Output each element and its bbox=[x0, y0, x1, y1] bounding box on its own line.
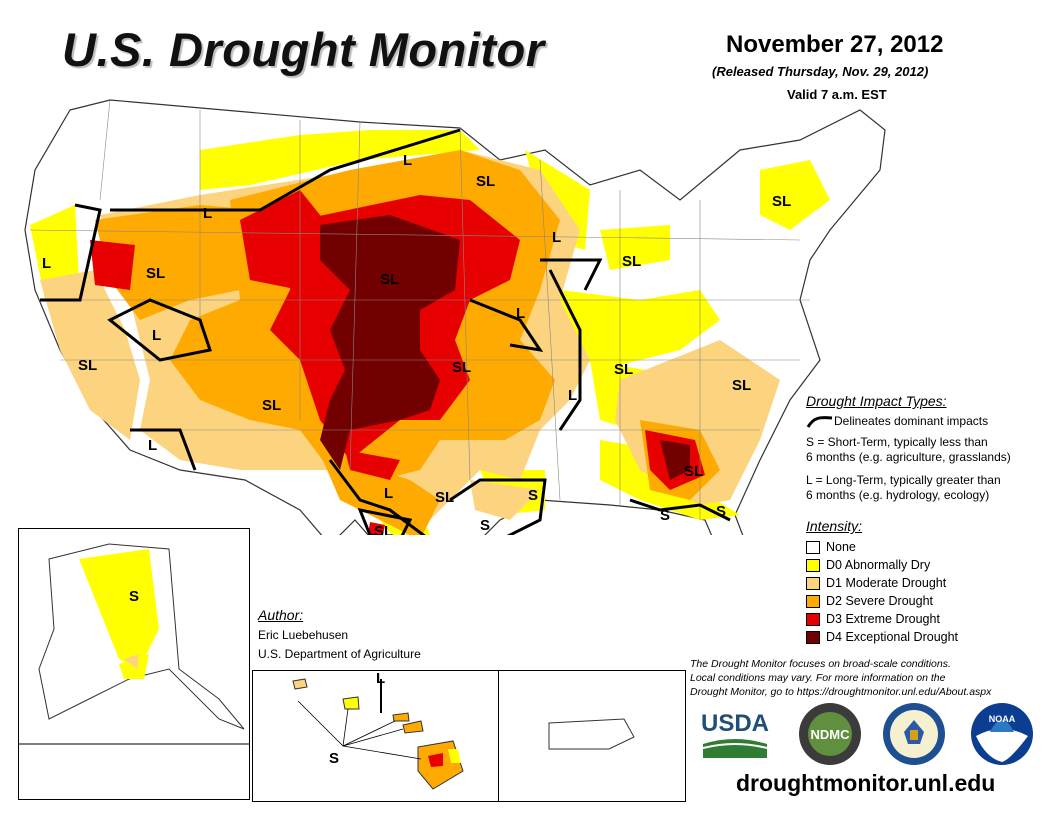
label-l-5: L bbox=[403, 152, 412, 169]
noaa-seal-icon: NOAA bbox=[971, 703, 1033, 765]
disclaimer-note: The Drought Monitor focuses on broad-sca… bbox=[690, 657, 1040, 699]
label-s-24: S bbox=[660, 507, 670, 524]
intensity-legend: Intensity: None D0 Abnormally Dry D1 Moder… bbox=[806, 518, 958, 646]
label-sl-15: SL bbox=[614, 361, 633, 378]
puerto-rico-map bbox=[548, 718, 635, 750]
label-l-22: L bbox=[384, 485, 393, 502]
note-line-2: Local conditions may vary. For more info… bbox=[690, 672, 946, 684]
intensity-label: D2 Severe Drought bbox=[826, 594, 934, 608]
intensity-swatch bbox=[806, 594, 820, 608]
label-sl-13: SL bbox=[772, 193, 791, 210]
usda-wave-icon bbox=[702, 739, 768, 758]
page-title: U.S. Drought Monitor bbox=[62, 23, 545, 76]
conus-drought-map: L SL L SL L SL SL SL L SL SL L SL L SL S… bbox=[24, 99, 886, 535]
label-l-17: L bbox=[568, 387, 577, 404]
alaska-label: S bbox=[129, 588, 139, 605]
hawaii-inset: S L bbox=[252, 670, 500, 802]
intensity-label: D3 Extreme Drought bbox=[826, 612, 940, 626]
intensity-swatch bbox=[806, 612, 820, 626]
ndmc-logo: NDMC bbox=[798, 702, 862, 766]
label-l-27: L bbox=[148, 437, 157, 454]
intensity-swatch bbox=[806, 630, 820, 644]
label-l-3: L bbox=[203, 205, 212, 222]
hawaii-label-s: S bbox=[329, 750, 339, 767]
author-name: Eric Luebehusen bbox=[258, 628, 349, 642]
commerce-seal-icon bbox=[883, 703, 945, 765]
long-term-line2: 6 months (e.g. hydrology, ecology) bbox=[806, 488, 990, 502]
intensity-label: D4 Exceptional Drought bbox=[826, 630, 959, 644]
label-l-14: L bbox=[516, 305, 525, 322]
intensity-item: D2 Severe Drought bbox=[806, 592, 958, 610]
author-heading: Author: bbox=[258, 607, 304, 623]
label-l-9: L bbox=[152, 327, 161, 344]
impact-line-icon bbox=[806, 415, 833, 428]
label-sl-8: SL bbox=[262, 397, 281, 414]
usda-logo-text: USDA bbox=[700, 710, 769, 737]
label-sl-18: SL bbox=[684, 463, 703, 480]
intensity-swatch bbox=[806, 576, 820, 590]
intensity-item: D1 Moderate Drought bbox=[806, 574, 958, 592]
intensity-item: D4 Exceptional Drought bbox=[806, 628, 958, 646]
valid-time: Valid 7 a.m. EST bbox=[787, 87, 887, 102]
intensity-legend-heading: Intensity: bbox=[806, 518, 863, 534]
label-s-20: S bbox=[480, 517, 490, 534]
label-sl-6: SL bbox=[476, 173, 495, 190]
short-term-line2: 6 months (e.g. agriculture, grasslands) bbox=[806, 450, 1011, 464]
hawaii-label-l: L bbox=[376, 671, 385, 687]
website-link[interactable]: droughtmonitor.unl.edu bbox=[736, 770, 996, 796]
label-sl-4: SL bbox=[380, 271, 399, 288]
noaa-logo: NOAA bbox=[970, 702, 1034, 766]
note-line-3: Drought Monitor, go to https://droughtmo… bbox=[690, 686, 992, 698]
ndmc-seal-icon: NDMC bbox=[799, 703, 861, 765]
intensity-swatch bbox=[806, 558, 820, 572]
hawaii-map: S L bbox=[292, 670, 464, 790]
long-term-line1: L = Long-Term, typically greater than bbox=[806, 473, 1001, 487]
label-sl-7: SL bbox=[78, 357, 97, 374]
label-sl-16: SL bbox=[732, 377, 751, 394]
map-date: November 27, 2012 bbox=[726, 31, 944, 58]
intensity-label: None bbox=[826, 540, 856, 554]
impact-line-key: Delineates dominant impacts bbox=[806, 414, 1051, 429]
impact-legend: Drought Impact Types: Delineates dominan… bbox=[806, 393, 1051, 503]
label-s-19: S bbox=[528, 487, 538, 504]
intensity-item: D0 Abnormally Dry bbox=[806, 556, 958, 574]
label-l-1: L bbox=[42, 255, 51, 272]
state-boundaries bbox=[29, 99, 810, 520]
impact-labels: L SL L SL L SL SL SL L SL SL L SL L SL S… bbox=[42, 152, 791, 535]
impact-delineates-text: Delineates dominant impacts bbox=[834, 414, 989, 428]
intensity-label: D0 Abnormally Dry bbox=[826, 558, 931, 572]
intensity-items: None D0 Abnormally Dry D1 Moderate Drought… bbox=[806, 538, 958, 646]
note-line-1: The Drought Monitor focuses on broad-sca… bbox=[690, 658, 951, 670]
puerto-rico-inset bbox=[498, 670, 686, 802]
ndmc-logo-text: NDMC bbox=[811, 727, 851, 742]
alaska-inset: S bbox=[18, 528, 250, 800]
release-date: (Released Thursday, Nov. 29, 2012) bbox=[712, 64, 929, 79]
commerce-logo bbox=[882, 702, 946, 766]
impact-boundaries bbox=[40, 128, 731, 535]
label-sl-10: SL bbox=[452, 359, 471, 376]
usda-logo: USDA bbox=[700, 710, 770, 762]
noaa-logo-text: NOAA bbox=[989, 714, 1016, 724]
label-s-25: S bbox=[716, 503, 726, 520]
label-l-12: L bbox=[552, 229, 561, 246]
label-sl-2: SL bbox=[146, 265, 165, 282]
intensity-swatch bbox=[806, 540, 820, 554]
d4-exceptional-drought-areas bbox=[320, 215, 690, 480]
label-sl-23: SL bbox=[374, 523, 393, 535]
intensity-label: D1 Moderate Drought bbox=[826, 576, 947, 590]
short-term-line1: S = Short-Term, typically less than bbox=[806, 435, 988, 449]
intensity-item: D3 Extreme Drought bbox=[806, 610, 958, 628]
intensity-item: None bbox=[806, 538, 958, 556]
label-sl-11: SL bbox=[622, 253, 641, 270]
author-org: U.S. Department of Agriculture bbox=[258, 647, 421, 661]
label-sl-21: SL bbox=[435, 489, 454, 506]
impact-legend-heading: Drought Impact Types: bbox=[806, 393, 947, 409]
alaska-map: S bbox=[19, 543, 249, 745]
